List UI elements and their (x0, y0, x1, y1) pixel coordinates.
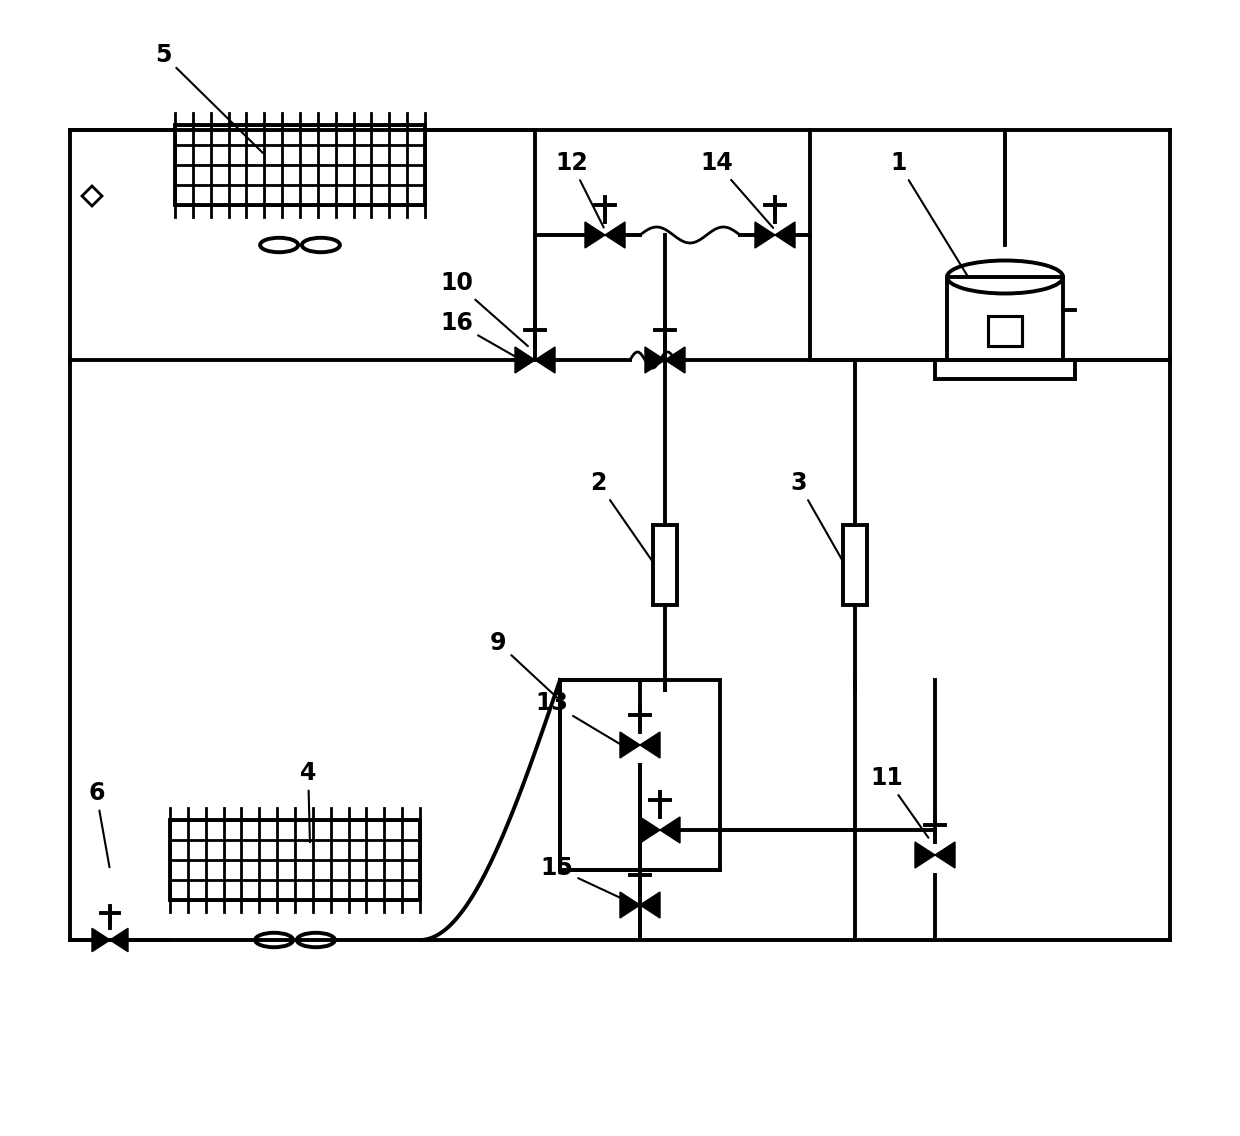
Text: 15: 15 (539, 857, 622, 899)
Polygon shape (534, 346, 556, 373)
Text: 13: 13 (534, 691, 627, 749)
Bar (987, 316, 1023, 346)
Polygon shape (110, 928, 128, 952)
Bar (935, 359, 1075, 379)
Polygon shape (640, 732, 660, 758)
Polygon shape (645, 346, 665, 373)
Text: 16: 16 (440, 311, 527, 364)
Polygon shape (620, 732, 640, 758)
Bar (843, 525, 867, 605)
Polygon shape (935, 842, 955, 868)
Bar (175, 125, 425, 204)
Polygon shape (585, 222, 605, 248)
Bar (653, 525, 677, 605)
Text: 1: 1 (890, 151, 968, 277)
Polygon shape (775, 222, 795, 248)
Bar (947, 277, 1063, 359)
Text: 11: 11 (870, 766, 929, 837)
Text: 6: 6 (88, 782, 109, 867)
Text: 2: 2 (590, 471, 653, 562)
Text: 12: 12 (556, 151, 604, 227)
Polygon shape (640, 892, 660, 918)
Text: 14: 14 (701, 151, 774, 228)
Bar (170, 820, 420, 900)
Polygon shape (755, 222, 775, 248)
Polygon shape (605, 222, 625, 248)
Text: 5: 5 (155, 43, 263, 153)
Polygon shape (660, 817, 680, 843)
Text: 10: 10 (440, 272, 528, 346)
Polygon shape (665, 346, 684, 373)
Text: 3: 3 (790, 471, 843, 562)
Bar (560, 680, 720, 870)
Polygon shape (915, 842, 935, 868)
Polygon shape (640, 817, 660, 843)
Polygon shape (515, 346, 534, 373)
Polygon shape (92, 928, 110, 952)
Polygon shape (620, 892, 640, 918)
Text: 4: 4 (300, 761, 316, 842)
Text: 9: 9 (490, 630, 563, 703)
